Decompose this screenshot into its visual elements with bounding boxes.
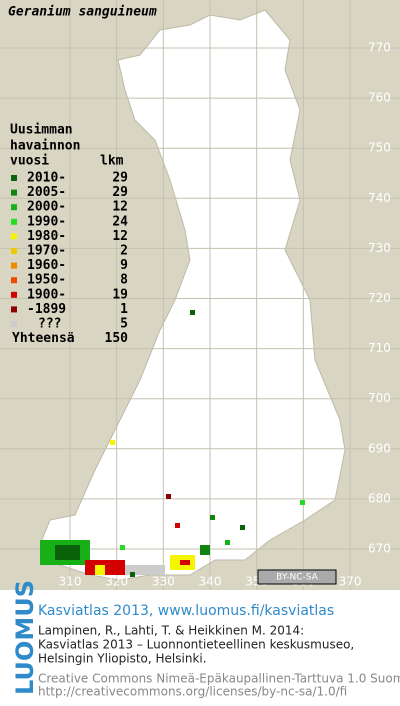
- legend-header: havainnon: [10, 139, 80, 154]
- legend-swatch: [11, 321, 17, 327]
- legend-swatch: [11, 248, 17, 254]
- grid: 770 760 750 740 730 720 710 700 690 680 670 310 320 3…: [0, 0, 400, 590]
- legend-label: -1899: [27, 302, 66, 317]
- y-label: 760: [368, 91, 391, 105]
- license: Creative Commons Nimeä-Epäkaupallinen-Ta…: [38, 672, 400, 686]
- legend-count: 12: [112, 200, 128, 215]
- footer-heading: Kasviatlas 2013, www.luomus.fi/kasviatla…: [38, 603, 334, 619]
- y-label: 680: [368, 491, 391, 505]
- footer-background: [0, 590, 400, 702]
- x-label: 330: [152, 575, 175, 589]
- legend-total: 150: [105, 331, 129, 346]
- license-badge: BY-NC-SA: [257, 569, 337, 585]
- legend-count: 12: [112, 229, 128, 244]
- legend-swatch: [11, 277, 17, 284]
- legend-total-label: Yhteensä: [12, 331, 75, 346]
- legend-header: Uusimman: [10, 123, 73, 138]
- x-label: 310: [59, 575, 82, 589]
- legend-swatch: [11, 291, 17, 298]
- legend-count: 29: [112, 185, 128, 200]
- title: Geranium sanguineum: [8, 5, 157, 20]
- y-label: 690: [368, 441, 391, 455]
- y-label: 720: [368, 291, 391, 305]
- logo: LUOMUS: [11, 580, 39, 695]
- legend-swatch: [11, 262, 17, 269]
- legend-swatch: [11, 218, 17, 225]
- citation: Kasviatlas 2013 – Luonnontieteellinen ke…: [38, 638, 354, 652]
- legend-label: ???: [38, 317, 61, 332]
- citation: Lampinen, R., Lahti, T. & Heikkinen M. 2…: [38, 624, 304, 638]
- legend-count: 29: [112, 171, 128, 186]
- legend-label: 1950-: [27, 273, 66, 288]
- license: http://creativecommons.org/licenses/by-n…: [38, 685, 347, 699]
- legend-label: 1900-: [27, 287, 66, 302]
- legend-col: vuosi: [10, 154, 49, 169]
- y-label: 700: [368, 391, 391, 405]
- y-label: 730: [368, 241, 391, 255]
- legend-label: 2005-: [27, 185, 66, 200]
- legend-label: 1980-: [27, 229, 66, 244]
- y-label: 710: [368, 341, 391, 355]
- legend-swatch: [11, 204, 17, 211]
- legend-count: 8: [120, 273, 128, 288]
- y-label: 750: [368, 141, 391, 155]
- legend-label: 2010-: [27, 171, 66, 186]
- legend-count: 24: [112, 214, 128, 229]
- x-label: 320: [105, 575, 128, 589]
- citation: Helsingin Yliopisto, Helsinki.: [38, 652, 207, 666]
- legend-count: 9: [120, 258, 128, 273]
- y-label: 770: [368, 41, 391, 55]
- legend-count: 2: [120, 244, 128, 259]
- x-label: 370: [339, 575, 362, 589]
- legend-label: 2000-: [27, 200, 66, 215]
- badge-text: BY-NC-SA: [276, 573, 319, 583]
- y-label: 670: [368, 542, 391, 556]
- y-label: 740: [368, 191, 391, 205]
- legend-swatch: [11, 175, 17, 181]
- legend-swatch: [11, 306, 17, 313]
- legend-label: 1990-: [27, 214, 66, 229]
- legend-label: 1970-: [27, 244, 66, 259]
- legend-col: lkm: [100, 154, 124, 169]
- legend-swatch: [11, 189, 17, 196]
- legend-count: 5: [120, 317, 128, 332]
- legend-count: 19: [112, 287, 128, 302]
- legend-label: 1960-: [27, 258, 66, 273]
- observations: [40, 310, 305, 577]
- x-label: 340: [199, 575, 222, 589]
- legend-swatch: [11, 233, 17, 240]
- legend-count: 1: [120, 302, 128, 317]
